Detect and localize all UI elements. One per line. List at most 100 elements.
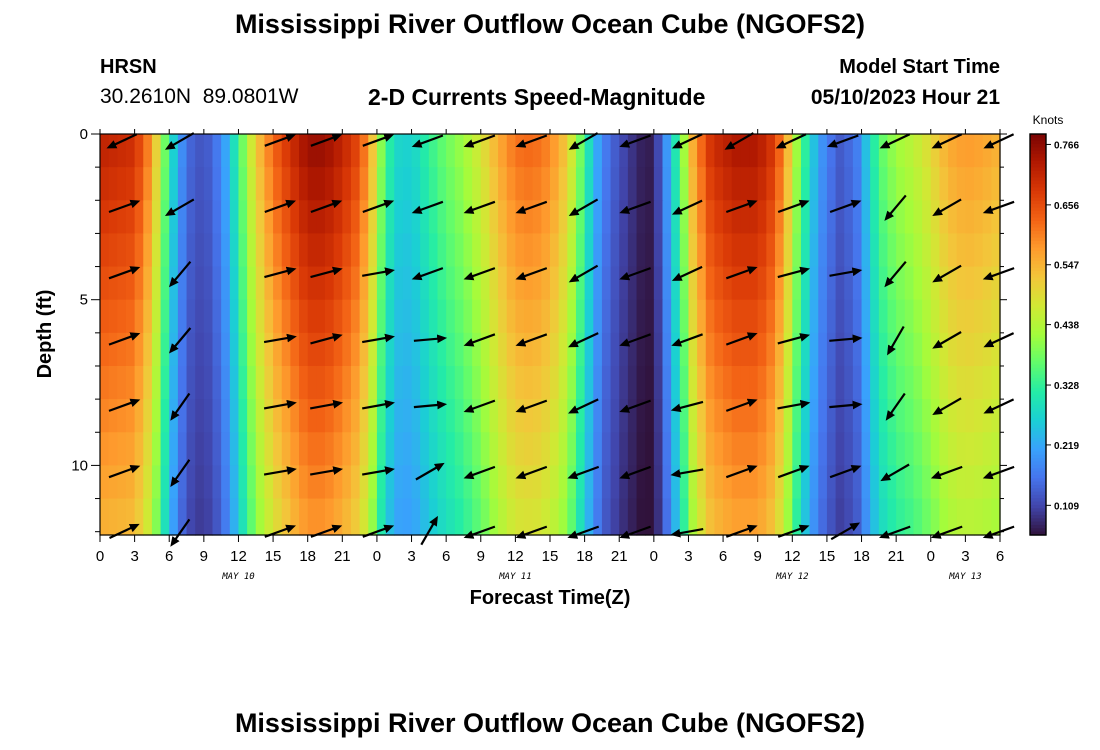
heatmap-cell — [610, 399, 620, 433]
heatmap-cell — [437, 134, 447, 168]
colorbar-segment — [1030, 214, 1046, 219]
heatmap-cell — [731, 465, 741, 500]
colorbar-segment — [1030, 260, 1046, 265]
colorbar-segment — [1030, 478, 1046, 483]
heatmap-cell — [878, 332, 889, 367]
heatmap-cell — [108, 233, 118, 268]
colorbar-segment — [1030, 144, 1046, 148]
current-vector-arrow — [263, 399, 297, 410]
heatmap-cell — [740, 134, 750, 168]
heatmap-cell — [290, 365, 300, 400]
current-vector-arrow — [884, 260, 907, 288]
heatmap-cell — [575, 498, 586, 536]
heatmap-cell — [498, 299, 508, 334]
heatmap-cell — [974, 266, 984, 301]
heatmap-cell — [593, 299, 603, 334]
heatmap-cell — [394, 399, 404, 433]
heatmap-cell — [411, 498, 421, 536]
heatmap-cell — [212, 266, 222, 301]
colorbar-segment — [1030, 304, 1046, 309]
colorbar-segment — [1030, 177, 1046, 182]
heatmap-cell — [402, 498, 413, 536]
heatmap-cell — [619, 365, 629, 400]
heatmap-cell — [653, 233, 664, 268]
heatmap-cell — [290, 399, 300, 433]
heatmap-cell — [861, 465, 871, 500]
heatmap-cell — [134, 266, 144, 301]
colorbar-segment — [1030, 397, 1046, 402]
heatmap-cell — [974, 200, 984, 235]
heatmap-cell — [143, 167, 153, 201]
heatmap-cell — [515, 167, 525, 201]
heatmap-cell — [100, 332, 110, 367]
heatmap-cell — [151, 266, 162, 301]
heatmap-cell — [904, 365, 915, 400]
heatmap-cell — [463, 332, 473, 367]
colorbar-segment — [1030, 311, 1046, 316]
x-tick-label: 21 — [334, 548, 351, 565]
current-vector-arrow — [619, 333, 651, 347]
heatmap-cell — [956, 498, 966, 536]
colorbar-segment — [1030, 421, 1046, 426]
heatmap-cell — [238, 498, 248, 536]
colorbar-segment — [1030, 508, 1046, 513]
heatmap-cell — [411, 399, 421, 433]
heatmap-cell — [402, 365, 413, 400]
heatmap-cell — [567, 233, 577, 268]
heatmap-cell — [169, 498, 179, 536]
heatmap-cell — [809, 465, 819, 500]
heatmap-cell — [515, 299, 525, 334]
heatmap-cell — [922, 299, 932, 334]
heatmap-cell — [956, 465, 966, 500]
heatmap-cell — [705, 498, 716, 536]
heatmap-cell — [662, 399, 672, 433]
heatmap-cell — [238, 266, 248, 301]
heatmap-cell — [688, 399, 698, 433]
colorbar-tick-label: 0.219 — [1054, 441, 1079, 452]
current-vector-arrow — [362, 333, 395, 344]
heatmap-cell — [731, 167, 741, 201]
heatmap-cell — [368, 200, 378, 235]
heatmap-cell — [489, 399, 499, 433]
heatmap-cell — [593, 498, 603, 536]
heatmap-cell — [896, 233, 906, 268]
heatmap-cell — [108, 332, 118, 367]
current-vector-arrow — [264, 133, 296, 147]
current-vector-arrow — [829, 465, 862, 479]
heatmap-cell — [939, 167, 949, 201]
heatmap-cell — [125, 365, 136, 400]
heatmap-cell — [446, 465, 456, 500]
heatmap-cell — [679, 399, 690, 433]
heatmap-cell — [100, 200, 110, 235]
heatmap-cell — [688, 167, 698, 201]
heatmap-cell — [368, 365, 378, 400]
heatmap-cell — [671, 233, 681, 268]
heatmap-cell — [264, 266, 274, 301]
heatmap-cell — [203, 432, 214, 466]
colorbar-segment — [1030, 481, 1046, 486]
heatmap-cell — [809, 233, 819, 268]
heatmap-cell — [714, 134, 724, 168]
heatmap-cell — [316, 365, 326, 400]
heatmap-cell — [212, 432, 222, 466]
heatmap-cell — [169, 233, 179, 268]
heatmap-cell — [264, 332, 274, 367]
heatmap-cell — [740, 432, 750, 466]
heatmap-cell — [913, 134, 923, 168]
heatmap-cell — [290, 134, 300, 168]
heatmap-cell — [454, 233, 465, 268]
heatmap-cell — [247, 432, 257, 466]
heatmap-cell — [679, 134, 690, 168]
heatmap-cell — [255, 266, 266, 301]
colorbar-segment — [1030, 174, 1046, 179]
heatmap-cell — [134, 498, 144, 536]
heatmap-cell — [913, 432, 923, 466]
heatmap-cell — [636, 233, 646, 268]
heatmap-cell — [472, 233, 482, 268]
heatmap-cell — [645, 432, 655, 466]
heatmap-cell — [939, 399, 949, 433]
heatmap-cell — [376, 365, 387, 400]
heatmap-cell — [861, 299, 871, 334]
heatmap-cell — [775, 432, 785, 466]
heatmap-cell — [532, 134, 542, 168]
